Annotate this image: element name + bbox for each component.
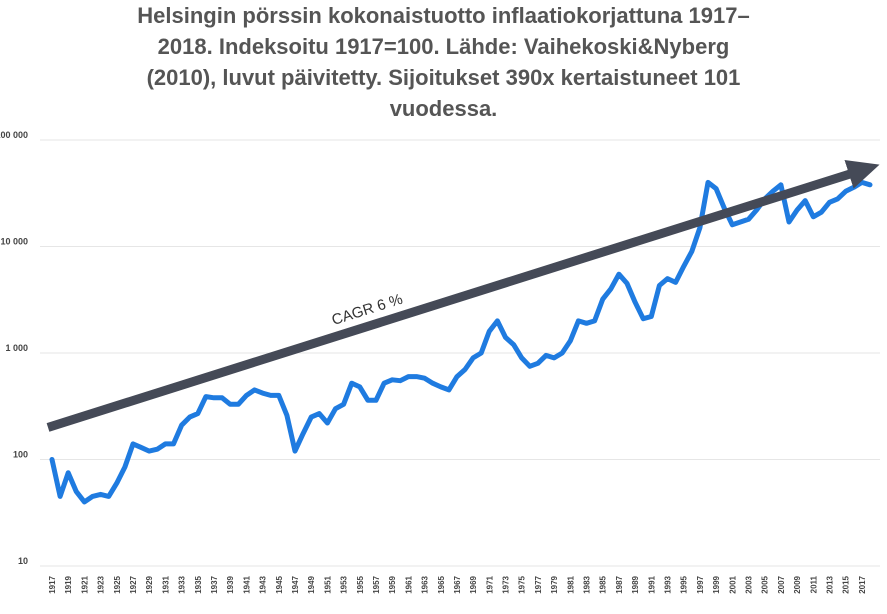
y-tick-label: 100 000: [0, 130, 28, 140]
y-tick-label: 1 000: [5, 343, 28, 353]
x-tick-label: 1929: [145, 575, 154, 593]
annotation-group: CAGR 6 %: [46, 159, 880, 432]
x-tick-label: 1947: [291, 575, 300, 593]
x-tick-label: 1997: [696, 575, 705, 593]
x-tick-label: 1919: [64, 575, 73, 593]
x-tick-label: 1967: [453, 575, 462, 593]
x-tick-label: 1955: [356, 575, 365, 593]
x-tick-label: 1961: [404, 575, 413, 593]
chart-title-line-3: (2010), luvut päivitetty. Sijoitukset 39…: [146, 65, 741, 90]
x-tick-label: 1921: [80, 575, 89, 593]
x-tick-label: 1965: [437, 575, 446, 593]
x-tick-label: 1931: [161, 575, 170, 593]
y-tick-label: 10: [18, 556, 28, 566]
x-tick-label: 1923: [97, 575, 106, 593]
chart-title-line-2: 2018. Indeksoitu 1917=100. Lähde: Vaihek…: [157, 34, 730, 59]
x-tick-label: 2015: [842, 575, 851, 593]
x-tick-label: 1935: [194, 575, 203, 593]
x-tick-label: 1995: [680, 575, 689, 593]
x-tick-label: 2017: [858, 575, 867, 593]
x-tick-label: 1957: [372, 575, 381, 593]
x-tick-label: 1945: [275, 575, 284, 593]
grid-lines: [40, 139, 880, 567]
x-tick-label: 1981: [566, 575, 575, 593]
x-tick-label: 1991: [647, 575, 656, 593]
x-tick-label: 1927: [129, 575, 138, 593]
x-tick-label: 2007: [777, 575, 786, 593]
x-tick-label: 1973: [502, 575, 511, 593]
x-tick-label: 2003: [745, 575, 754, 593]
x-tick-label: 1953: [340, 575, 349, 593]
x-tick-label: 1989: [631, 575, 640, 593]
x-tick-label: 1985: [599, 575, 608, 593]
series-line: [49, 179, 873, 505]
x-tick-label: 1951: [323, 575, 332, 593]
x-tick-label: 1969: [469, 575, 478, 593]
x-tick-label: 1937: [210, 575, 219, 593]
x-tick-label: 1943: [259, 575, 268, 593]
y-tick-label: 10 000: [0, 237, 28, 247]
x-tick-label: 1983: [583, 575, 592, 593]
chart-title-line-4: vuodessa.: [389, 96, 498, 121]
y-axis: 10 100 1 000 10 000 100 000: [0, 130, 28, 566]
x-tick-label: 1987: [615, 575, 624, 593]
x-tick-label: 1963: [421, 575, 430, 593]
x-tick-label: 1959: [388, 575, 397, 593]
x-tick-label: 2013: [826, 575, 835, 593]
x-tick-label: 2009: [793, 575, 802, 593]
x-tick-label: 1993: [664, 575, 673, 593]
x-tick-label: 1917: [48, 575, 57, 593]
series-group: [49, 179, 873, 505]
x-tick-label: 1977: [534, 575, 543, 593]
x-tick-label: 1933: [178, 575, 187, 593]
x-tick-label: 1999: [712, 575, 721, 593]
x-tick-label: 1971: [485, 575, 494, 593]
chart-title: Helsingin pörssin kokonaistuotto inflaat…: [0, 0, 887, 124]
chart-title-line-1: Helsingin pörssin kokonaistuotto inflaat…: [137, 3, 750, 28]
y-tick-label: 100: [13, 450, 28, 460]
x-tick-label: 1939: [226, 575, 235, 593]
x-axis: 1917 1919 1921 1923 1925 1927 1929 1931 1933 1935…: [48, 575, 867, 593]
x-tick-label: 1949: [307, 575, 316, 593]
x-tick-label: 2011: [809, 575, 818, 593]
x-tick-label: 1941: [242, 575, 251, 593]
x-tick-label: 1975: [518, 575, 527, 593]
x-tick-label: 1925: [113, 575, 122, 593]
x-tick-label: 1979: [550, 575, 559, 593]
x-tick-label: 2001: [728, 575, 737, 593]
cagr-arrow: [46, 159, 880, 432]
x-tick-label: 2005: [761, 575, 770, 593]
